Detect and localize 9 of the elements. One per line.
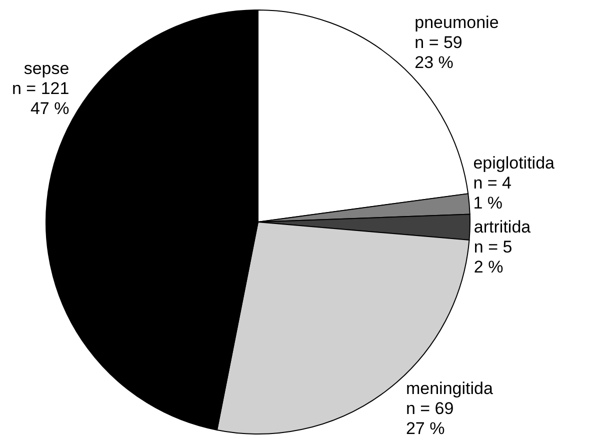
data-label: n = 59 23 % <box>414 32 462 72</box>
slice-label: artritida <box>474 217 532 236</box>
data-label: n = 5 2 % <box>474 237 512 276</box>
data-label: n = 69 27 % <box>406 399 454 438</box>
slice-label: epiglotitida <box>473 153 556 172</box>
data-label: n = 121 47 % <box>12 78 70 118</box>
slice-label: pneumonie <box>414 12 499 32</box>
slice-label: meningitida <box>406 379 494 398</box>
slice-label: sepse <box>24 58 70 78</box>
